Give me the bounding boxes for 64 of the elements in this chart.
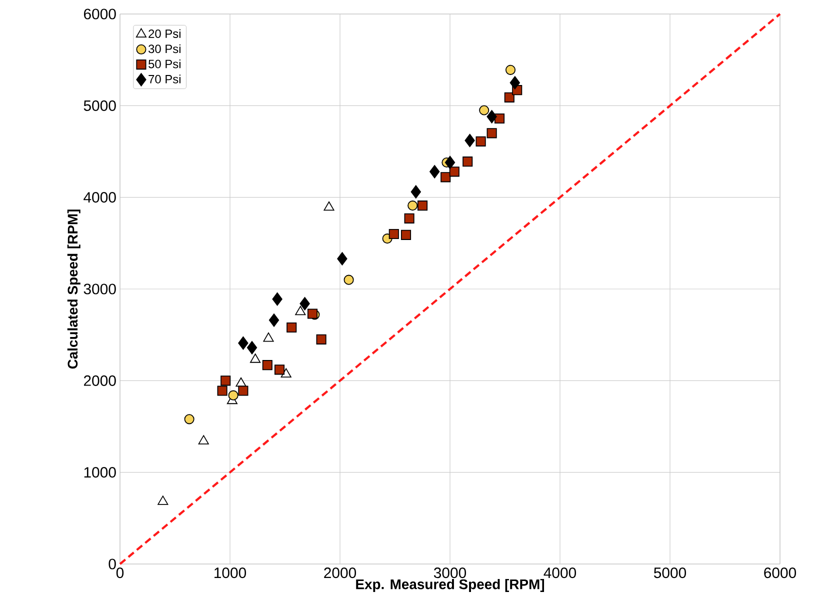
- point: [449, 166, 460, 177]
- x-axis-title: Exp. Measured Speed [RPM]: [356, 578, 544, 592]
- point: [263, 332, 274, 342]
- point: [238, 386, 248, 396]
- y-tick-label: 4000: [84, 192, 116, 203]
- x-tick-label: 4000: [544, 568, 576, 578]
- point: [505, 64, 516, 75]
- point: [476, 136, 486, 146]
- x-tick-label: 0: [116, 568, 124, 578]
- point: [408, 200, 418, 211]
- x-tick-label: 5000: [654, 568, 686, 578]
- point: [307, 308, 318, 319]
- x-tick-label: 1000: [214, 568, 246, 578]
- point: [464, 134, 475, 148]
- point: [250, 354, 261, 363]
- legend-label: 70 Psi: [148, 74, 180, 84]
- point: [504, 92, 514, 102]
- point: [286, 322, 297, 333]
- y-tick-label: 0: [108, 558, 116, 570]
- legend-label: 50 Psi: [148, 59, 180, 68]
- point: [228, 390, 238, 400]
- point: [479, 105, 490, 116]
- y-tick-label: 3000: [84, 284, 116, 294]
- point: [272, 292, 282, 306]
- point: [295, 306, 306, 316]
- point: [300, 297, 310, 310]
- legend-label: 30 Psi: [148, 44, 180, 54]
- point: [410, 185, 421, 198]
- point: [486, 110, 497, 124]
- point: [444, 156, 456, 170]
- y-tick-label: 5000: [84, 100, 116, 111]
- point: [337, 252, 348, 266]
- point: [262, 360, 272, 370]
- point: [388, 228, 399, 240]
- point: [486, 128, 497, 138]
- point: [462, 156, 473, 167]
- x-tick-label: 6000: [764, 568, 796, 578]
- point: [217, 386, 228, 396]
- x-tick-label: 3000: [434, 568, 466, 578]
- point: [268, 314, 280, 327]
- y-tick-label: 2000: [84, 375, 116, 386]
- x-tick-label: 2000: [324, 568, 356, 578]
- y-axis-title: Calculated Speed [RPM]: [67, 210, 80, 369]
- legend-label: 20 Psi: [148, 29, 180, 38]
- point: [238, 336, 248, 350]
- point: [494, 113, 505, 124]
- point: [344, 274, 354, 285]
- point: [430, 165, 440, 178]
- point: [440, 172, 451, 182]
- point: [510, 76, 520, 90]
- point: [324, 201, 334, 211]
- y-tick-label: 1000: [84, 467, 116, 478]
- point: [400, 230, 412, 240]
- point: [316, 334, 326, 344]
- point: [280, 368, 292, 378]
- point: [246, 341, 258, 354]
- point: [220, 376, 231, 386]
- point: [274, 364, 285, 375]
- point: [184, 414, 194, 424]
- point: [417, 200, 428, 211]
- point: [158, 496, 168, 505]
- y-tick-label: 6000: [84, 8, 116, 20]
- point: [198, 435, 209, 444]
- point: [404, 213, 414, 224]
